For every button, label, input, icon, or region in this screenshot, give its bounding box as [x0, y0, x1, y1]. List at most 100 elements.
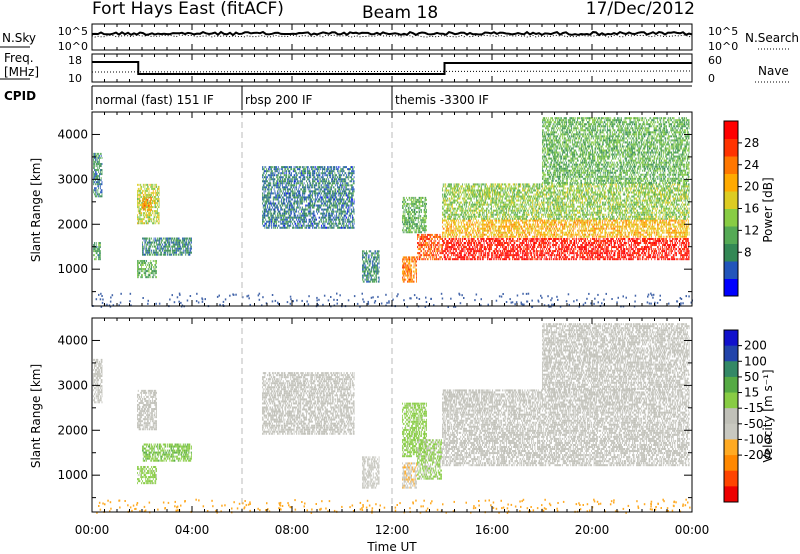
heatmap-cell	[164, 243, 166, 246]
heatmap-cell	[294, 222, 296, 225]
heatmap-cell	[416, 278, 417, 281]
heatmap-cell	[506, 252, 507, 255]
heatmap-cell	[179, 251, 181, 254]
heatmap-cell	[403, 209, 405, 212]
heatmap-cell	[179, 243, 181, 246]
heatmap-cell	[141, 214, 142, 217]
heatmap-cell	[425, 221, 427, 224]
heatmap-cell	[418, 206, 420, 209]
heatmap-cell	[371, 270, 372, 273]
heatmap-cell	[182, 251, 184, 254]
heatmap-cell	[284, 168, 286, 171]
heatmap-cell	[347, 176, 348, 179]
heatmap-cell	[368, 272, 370, 275]
heatmap-cell	[365, 252, 367, 255]
heatmap-cell	[407, 217, 409, 220]
heatmap-cell	[297, 190, 299, 193]
heatmap-cell	[153, 251, 155, 254]
heatmap-cell	[163, 241, 165, 244]
heatmap-cell	[347, 198, 348, 201]
heatmap-cell	[407, 272, 408, 275]
heatmap-cell	[270, 202, 272, 205]
heatmap-cell	[147, 198, 149, 201]
heatmap-cell	[97, 160, 99, 163]
heatmap-cell	[148, 239, 150, 242]
heatmap-cell	[288, 214, 290, 217]
heatmap-cell	[321, 184, 322, 187]
heatmap-cell	[99, 242, 100, 245]
heatmap-cell	[458, 252, 460, 255]
heatmap-cell	[139, 200, 141, 203]
heatmap-cell	[461, 256, 462, 259]
heatmap-cell	[325, 226, 327, 229]
heatmap-cell	[285, 216, 287, 219]
heatmap-cell	[517, 248, 518, 251]
heatmap-cell	[272, 200, 274, 203]
heatmap-cell	[317, 206, 319, 209]
heatmap-cell	[483, 239, 485, 243]
heatmap-cell	[300, 222, 302, 225]
heatmap-cell	[313, 222, 315, 225]
heatmap-cell	[352, 172, 354, 175]
heatmap-cell	[410, 229, 412, 232]
heatmap-cell	[353, 208, 355, 211]
heatmap-cell	[425, 198, 427, 201]
heatmap-cell	[184, 245, 186, 248]
heatmap-cell	[153, 214, 155, 217]
heatmap-cell	[436, 235, 437, 238]
heatmap-cell	[464, 242, 466, 245]
heatmap-cell	[158, 216, 160, 219]
heatmap-cell	[325, 218, 327, 221]
heatmap-cell	[145, 237, 147, 240]
heatmap-cell	[509, 250, 511, 253]
heatmap-cell	[417, 221, 419, 224]
heatmap-cell	[420, 219, 422, 222]
heatmap-cell	[94, 189, 96, 192]
heatmap-cell	[275, 220, 277, 223]
heatmap-cell	[409, 262, 411, 265]
heatmap-cell	[308, 168, 310, 171]
heatmap-cell	[338, 186, 340, 189]
heatmap-cell	[263, 198, 265, 201]
heatmap-cell	[362, 266, 363, 269]
heatmap-cell	[323, 212, 325, 215]
heatmap-cell	[274, 208, 276, 211]
heatmap-cell	[409, 280, 411, 283]
heatmap-cell	[422, 221, 424, 224]
heatmap-cell	[313, 212, 315, 215]
heatmap-cell	[182, 243, 183, 246]
heatmap-cell	[99, 162, 100, 165]
heatmap-cell	[352, 170, 353, 173]
heatmap-cell	[291, 186, 292, 189]
heatmap-cell	[297, 196, 299, 199]
heatmap-cell	[279, 196, 281, 199]
heatmap-cell	[165, 239, 167, 242]
heatmap-cell	[262, 174, 263, 177]
heatmap-cell	[278, 172, 280, 175]
heatmap-cell	[377, 254, 379, 257]
heatmap-cell	[311, 198, 312, 201]
heatmap-cell	[302, 200, 303, 203]
heatmap-cell	[429, 250, 431, 253]
heatmap-cell	[347, 194, 348, 197]
heatmap-cell	[449, 246, 451, 249]
heatmap-cell	[282, 178, 283, 181]
heatmap-cell	[147, 247, 149, 250]
heatmap-cell	[337, 198, 338, 201]
heatmap-cell	[292, 222, 293, 225]
heatmap-cell	[426, 198, 427, 201]
heatmap-cell	[267, 194, 269, 197]
heatmap-cell	[428, 239, 430, 243]
heatmap-cell	[326, 208, 327, 211]
heatmap-cell	[327, 198, 329, 201]
heatmap-cell	[140, 220, 142, 223]
heatmap-cell	[353, 198, 355, 201]
heatmap-cell	[347, 176, 349, 179]
heatmap-cell	[497, 239, 498, 243]
heatmap-cell	[423, 250, 425, 253]
heatmap-cell	[182, 241, 183, 244]
heatmap-cell	[337, 184, 338, 187]
heatmap-cell	[291, 206, 292, 209]
heatmap-cell	[151, 264, 152, 267]
heatmap-cell	[157, 198, 159, 201]
